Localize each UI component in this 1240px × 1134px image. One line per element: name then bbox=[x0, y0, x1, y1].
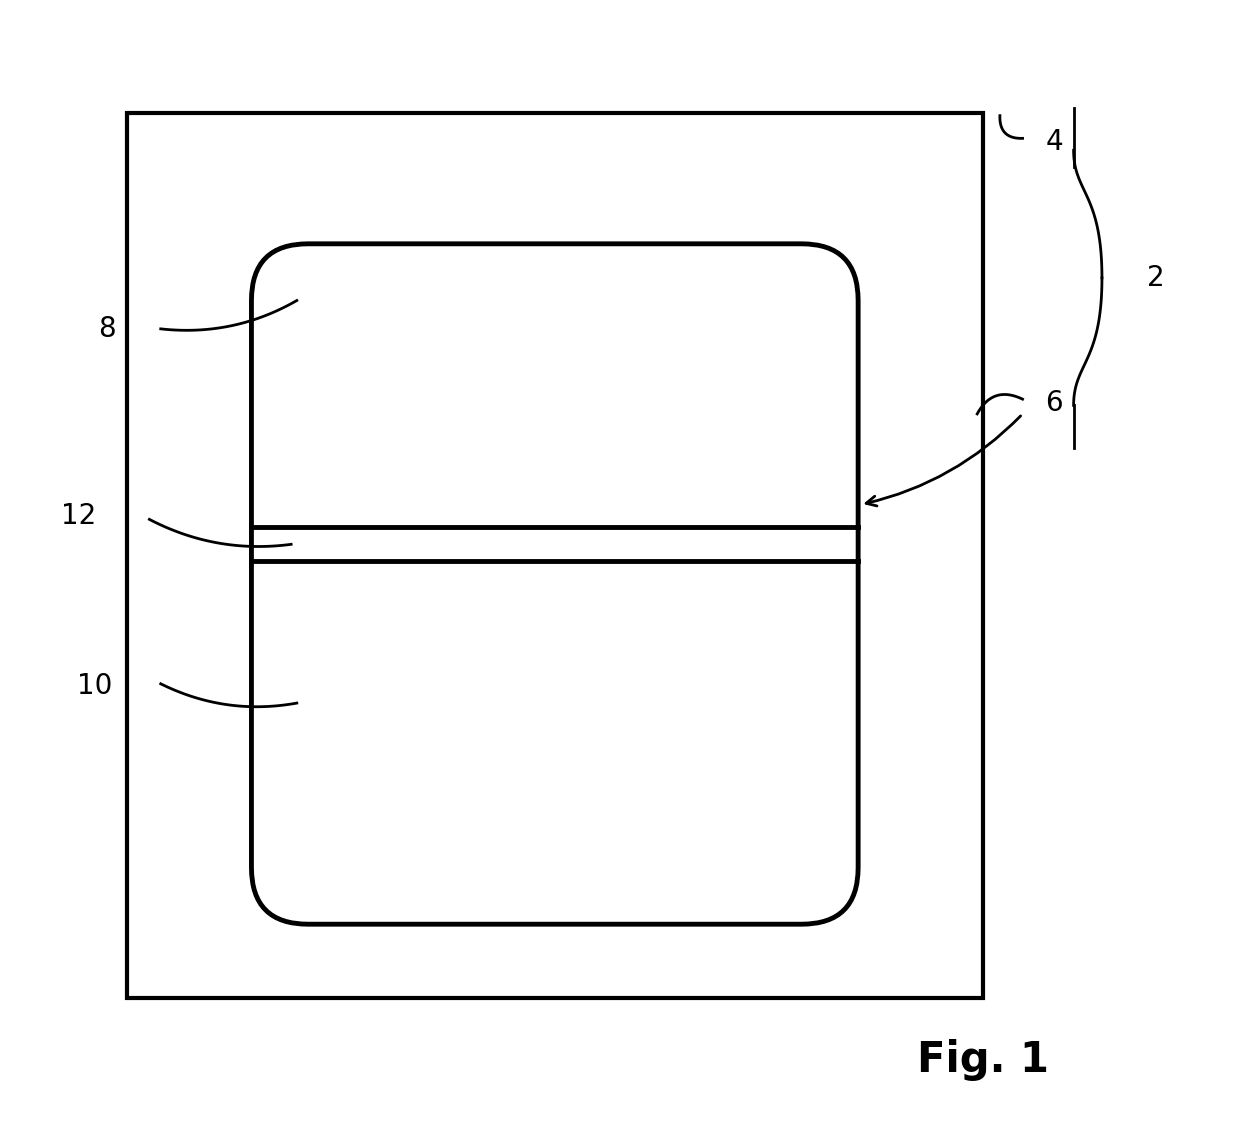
Text: 4: 4 bbox=[1045, 128, 1063, 155]
Bar bbox=[126, 113, 983, 998]
Text: 2: 2 bbox=[1147, 264, 1164, 291]
Text: Fig. 1: Fig. 1 bbox=[916, 1039, 1049, 1082]
Text: 6: 6 bbox=[1045, 389, 1063, 416]
FancyBboxPatch shape bbox=[252, 244, 858, 924]
Text: 12: 12 bbox=[61, 502, 95, 530]
Text: 10: 10 bbox=[77, 672, 112, 700]
Text: 8: 8 bbox=[98, 315, 115, 342]
